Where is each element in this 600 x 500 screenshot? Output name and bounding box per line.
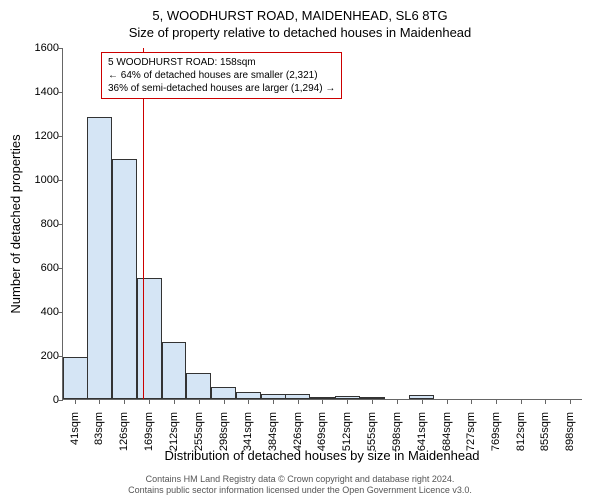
infobox-line1: 5 WOODHURST ROAD: 158sqm [108,56,335,69]
y-tick-mark [58,224,63,225]
x-tick-mark [174,399,175,404]
chart-subtitle: Size of property relative to detached ho… [0,23,600,40]
x-axis-label: Distribution of detached houses by size … [62,448,582,463]
x-tick-mark [372,399,373,404]
y-axis-label: Number of detached properties [8,134,23,313]
chart-title: 5, WOODHURST ROAD, MAIDENHEAD, SL6 8TG [0,0,600,23]
y-tick-label: 400 [23,306,59,318]
y-tick-label: 1600 [23,42,59,54]
y-tick-mark [58,136,63,137]
y-tick-label: 0 [23,394,59,406]
x-tick-mark [545,399,546,404]
y-tick-mark [58,268,63,269]
x-tick-mark [422,399,423,404]
histogram-bar [63,357,88,399]
property-marker-line [143,48,144,399]
histogram-bar [236,392,261,399]
x-tick-mark [496,399,497,404]
y-tick-mark [58,312,63,313]
plot-area: 0200400600800100012001400160041sqm83sqm1… [62,48,582,400]
infobox-line2: ← 64% of detached houses are smaller (2,… [108,69,335,82]
y-tick-mark [58,48,63,49]
y-tick-label: 1000 [23,174,59,186]
footer-line2: Contains public sector information licen… [0,485,600,497]
y-tick-label: 600 [23,262,59,274]
y-tick-mark [58,92,63,93]
footer-line1: Contains HM Land Registry data © Crown c… [0,474,600,486]
histogram-bar [137,278,162,399]
x-tick-mark [322,399,323,404]
histogram-bar [211,387,236,399]
histogram-bar [186,373,211,399]
histogram-bar [112,159,137,399]
histogram-bar [87,117,112,399]
x-tick-mark [347,399,348,404]
x-tick-mark [298,399,299,404]
x-tick-mark [75,399,76,404]
x-tick-mark [273,399,274,404]
x-tick-mark [199,399,200,404]
chart-footer: Contains HM Land Registry data © Crown c… [0,474,600,497]
property-size-chart: 5, WOODHURST ROAD, MAIDENHEAD, SL6 8TG S… [0,0,600,500]
x-tick-mark [99,399,100,404]
x-tick-mark [397,399,398,404]
x-tick-mark [570,399,571,404]
x-tick-mark [224,399,225,404]
x-tick-mark [471,399,472,404]
infobox-line3: 36% of semi-detached houses are larger (… [108,82,335,95]
y-tick-mark [58,400,63,401]
x-tick-mark [124,399,125,404]
y-tick-label: 200 [23,350,59,362]
marker-info-box: 5 WOODHURST ROAD: 158sqm ← 64% of detach… [101,52,342,99]
x-tick-mark [149,399,150,404]
x-tick-mark [248,399,249,404]
y-tick-mark [58,180,63,181]
x-tick-mark [521,399,522,404]
y-tick-label: 800 [23,218,59,230]
x-tick-mark [447,399,448,404]
y-tick-label: 1200 [23,130,59,142]
y-tick-label: 1400 [23,86,59,98]
histogram-bar [162,342,187,399]
